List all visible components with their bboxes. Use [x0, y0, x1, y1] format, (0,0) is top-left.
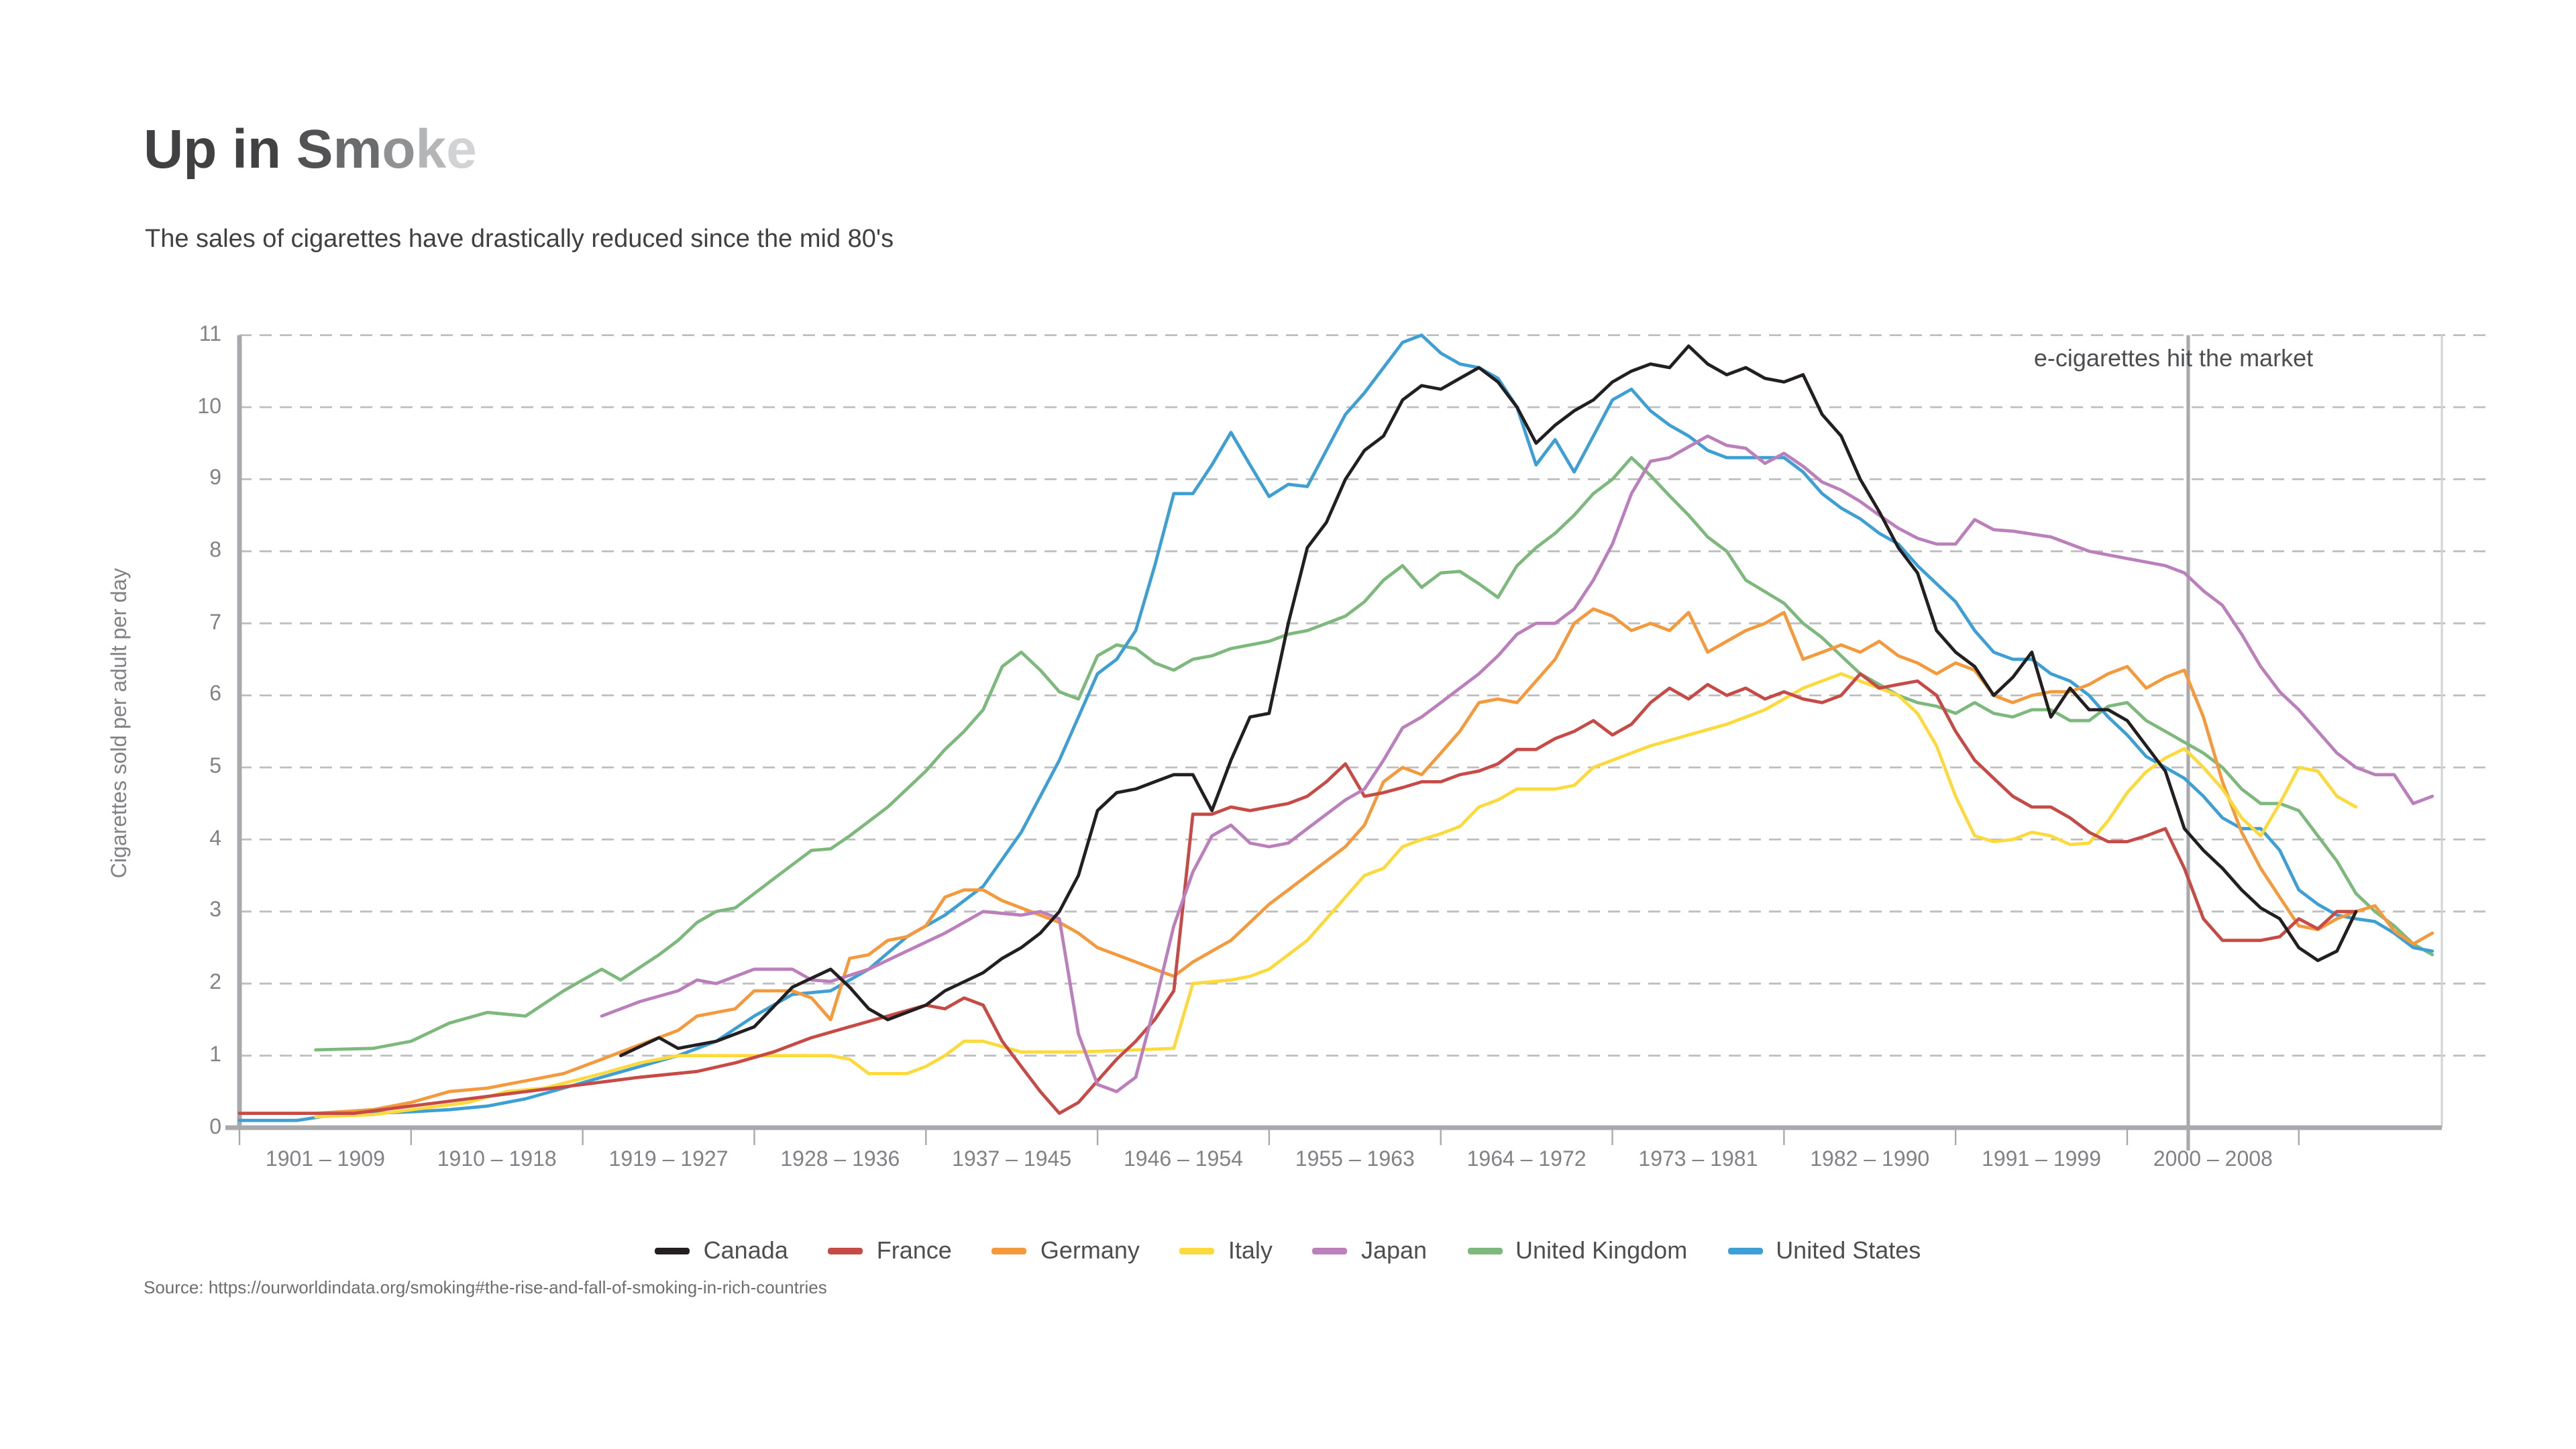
legend-item-germany: Germany: [991, 1237, 1140, 1265]
title-letter: m: [333, 118, 382, 180]
legend-item-france: France: [828, 1237, 952, 1265]
legend-swatch: [1467, 1248, 1503, 1254]
annotation-text: e-cigarettes hit the market: [2033, 345, 2314, 372]
y-tick-label: 4: [209, 827, 221, 851]
x-tick-label: 1955 – 1963: [1295, 1148, 1415, 1171]
y-tick-label: 5: [209, 755, 221, 778]
legend-swatch: [1727, 1248, 1763, 1254]
page-subtitle: The sales of cigarettes have drastically…: [145, 225, 894, 254]
series-line-france: [237, 672, 2358, 1115]
x-tick-label: 2000 – 2008: [2153, 1148, 2273, 1171]
legend: Canada France Germany Italy Japan United King…: [0, 1237, 2576, 1265]
series-line-canada: [619, 344, 2358, 1057]
y-axis-label: Cigarettes sold per adult per day: [109, 568, 131, 879]
y-tick-label: 8: [209, 539, 221, 562]
legend-label: United Kingdom: [1515, 1237, 1688, 1264]
series-line-germany: [237, 607, 2434, 1115]
legend-item-japan: Japan: [1312, 1237, 1428, 1265]
y-tick-label: 6: [209, 683, 221, 706]
x-tick-label: 1910 – 1918: [437, 1148, 557, 1171]
legend-item-united-states: United States: [1727, 1237, 1921, 1265]
y-tick-label: 1: [209, 1043, 221, 1067]
x-tick-label: 1901 – 1909: [265, 1148, 385, 1171]
legend-label: Canada: [703, 1237, 788, 1264]
y-tick-label: 7: [209, 611, 221, 635]
legend-item-canada: Canada: [655, 1237, 788, 1265]
legend-swatch: [1312, 1248, 1348, 1254]
x-tick-label: 1982 – 1990: [1810, 1148, 1930, 1171]
legend-swatch: [991, 1248, 1027, 1254]
y-tick-label: 11: [199, 323, 221, 346]
y-tick-label: 0: [209, 1116, 221, 1138]
x-tick-label: 1928 – 1936: [780, 1148, 900, 1171]
title-letter: o: [382, 118, 416, 180]
x-tick-label: 1964 – 1972: [1466, 1148, 1587, 1171]
x-tick-label: 1991 – 1999: [1982, 1148, 2102, 1171]
y-tick-label: 9: [209, 467, 221, 490]
legend-item-italy: Italy: [1179, 1237, 1273, 1265]
series-line-japan: [600, 434, 2434, 1093]
series-line-united-kingdom: [314, 455, 2434, 1052]
title-letter: k: [415, 118, 447, 180]
x-tick-label: 1946 – 1954: [1123, 1148, 1243, 1171]
x-tick-label: 1973 – 1981: [1638, 1148, 1758, 1171]
legend-swatch: [828, 1248, 863, 1254]
y-tick-label: 2: [209, 971, 221, 995]
y-tick-label: 10: [197, 395, 221, 418]
legend-label: Italy: [1228, 1237, 1273, 1264]
series-line-italy: [314, 672, 2358, 1119]
legend-label: France: [876, 1237, 952, 1264]
legend-swatch: [1179, 1248, 1215, 1254]
series-line-united-states: [237, 333, 2434, 1122]
title-letter: e: [446, 118, 477, 180]
legend-label: Japan: [1360, 1237, 1428, 1264]
legend-label: Germany: [1040, 1237, 1140, 1264]
legend-label: United States: [1776, 1237, 1921, 1264]
y-tick-label: 3: [209, 899, 221, 922]
source-text: Source: https://ourworldindata.org/smoki…: [144, 1277, 827, 1297]
legend-item-united-kingdom: United Kingdom: [1467, 1237, 1687, 1265]
x-tick-label: 1919 – 1927: [608, 1148, 729, 1171]
page-title: Up in Smoke: [144, 118, 477, 181]
legend-swatch: [655, 1248, 690, 1254]
x-tick-label: 1937 – 1945: [952, 1148, 1072, 1171]
title-letter: Up in: [144, 118, 297, 180]
title-letter: S: [296, 118, 333, 180]
